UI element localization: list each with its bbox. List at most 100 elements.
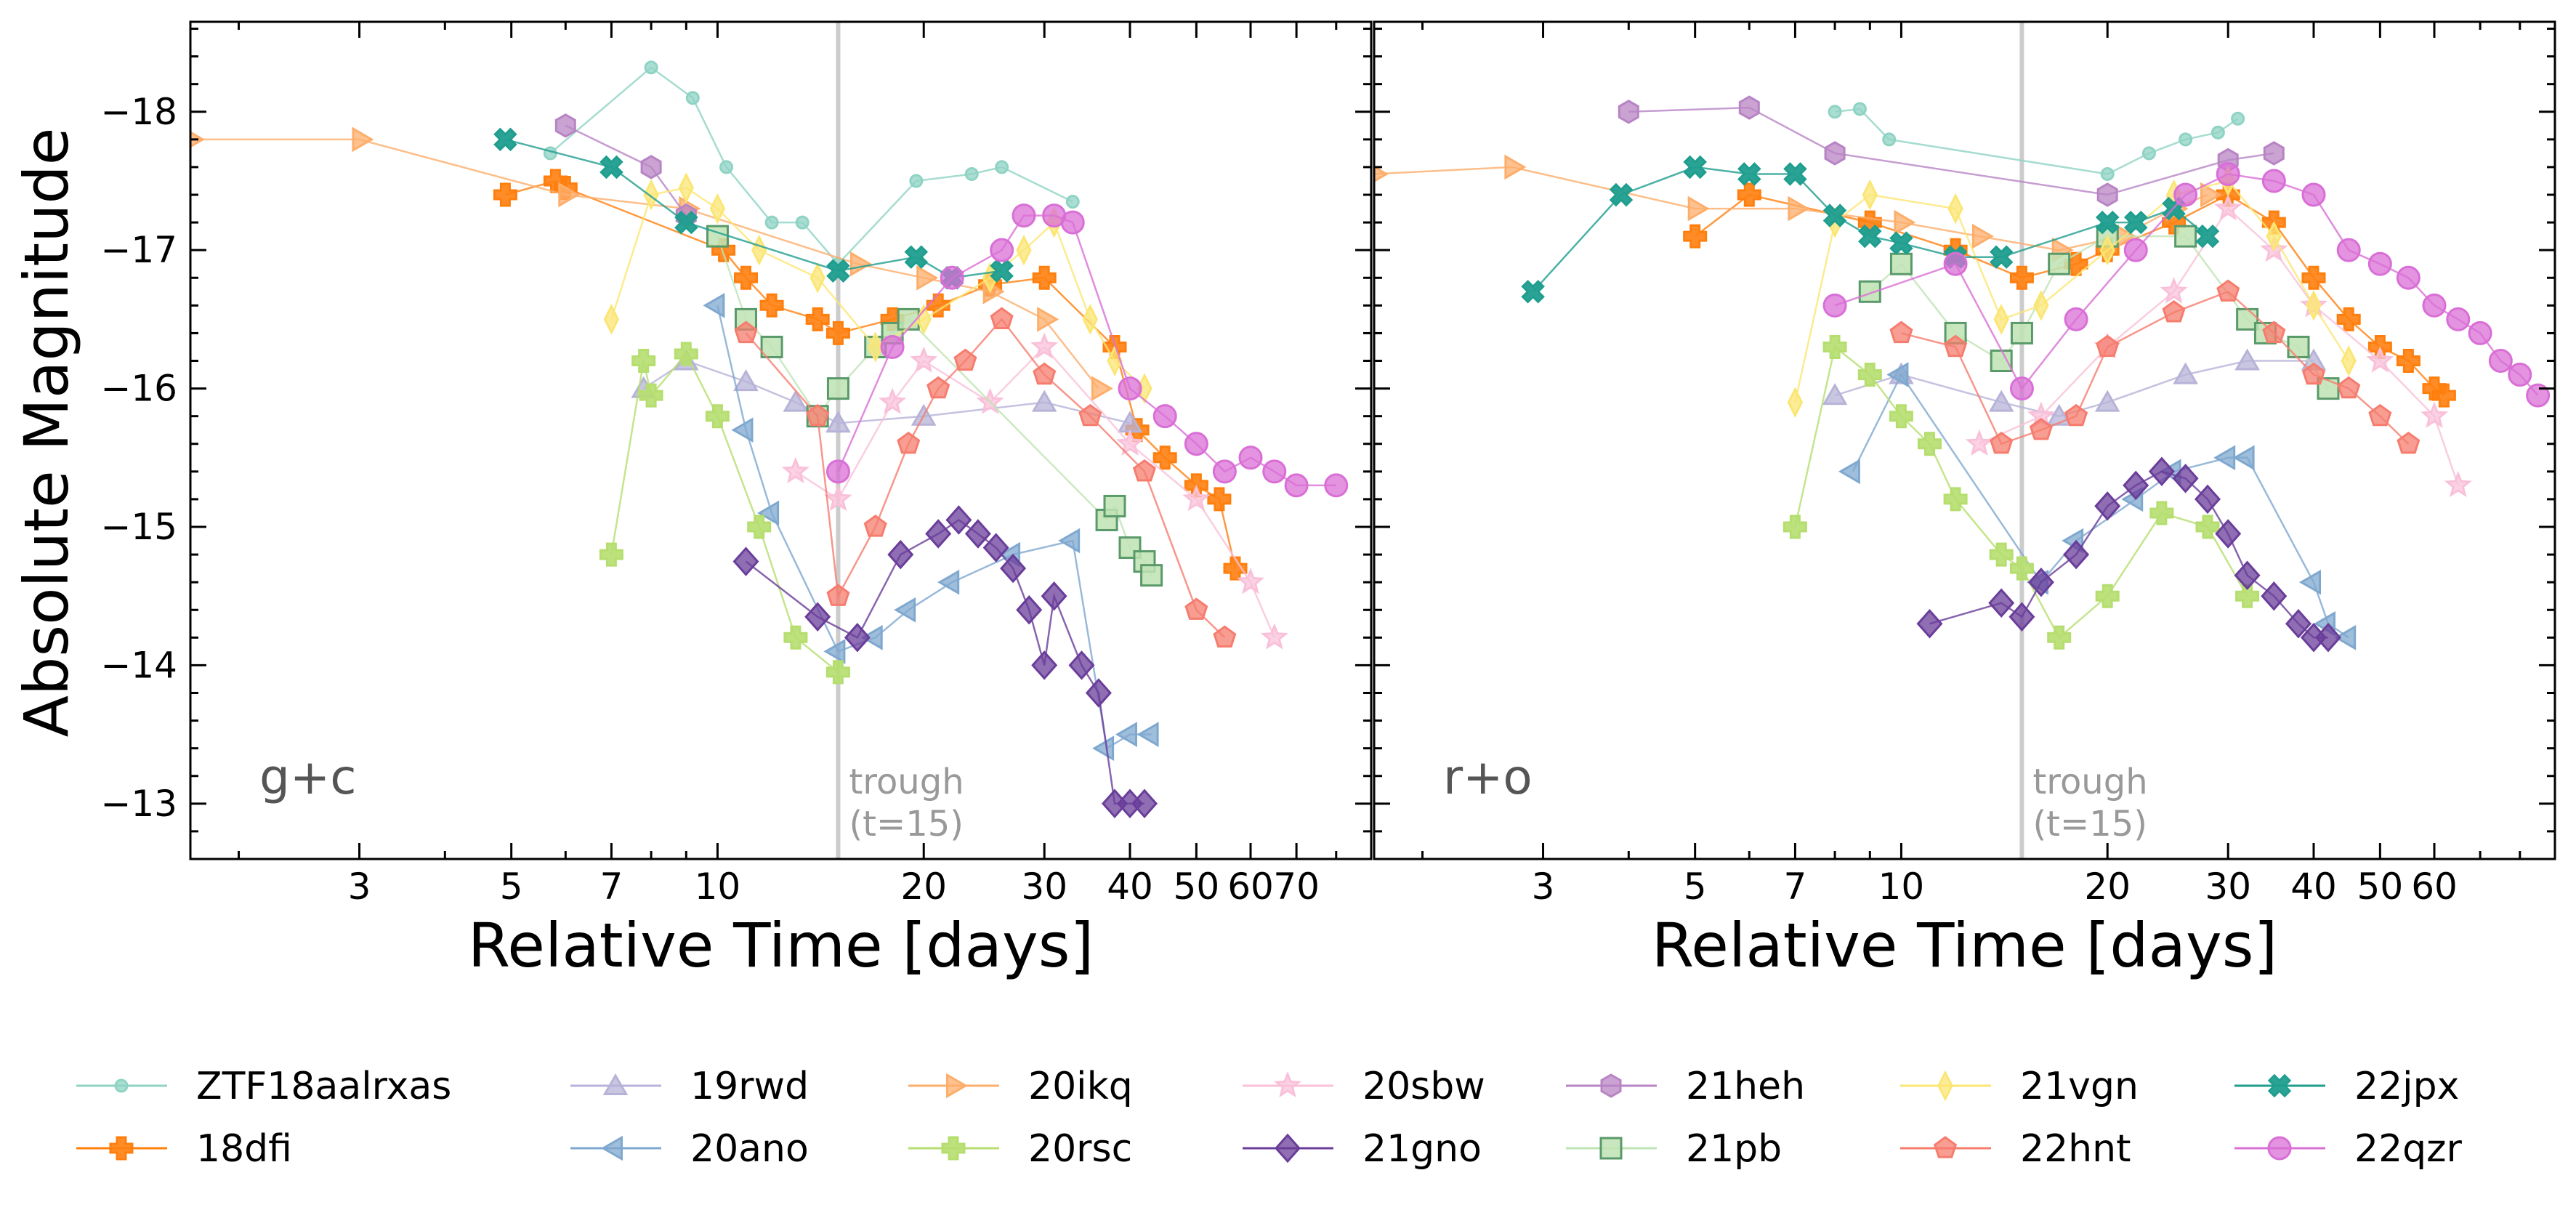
point-18dfi [2336,307,2361,331]
point-21gno [2123,470,2149,501]
point-22qzr [2468,320,2492,345]
legend-marker [1933,1136,1958,1158]
point-22qzr [2301,182,2326,207]
point-20rsc [2047,625,2072,650]
point-21heh [2263,141,2285,166]
point-21heh [1824,141,1846,166]
trough-label: (t=15) [849,804,964,844]
point-21gno [2314,623,2342,653]
legend-marker [2267,1136,2292,1161]
point-20rsc [2235,584,2260,608]
point-21pb [2048,252,2071,275]
point-22jpx [1609,182,1634,207]
series-layer [1374,95,2551,653]
legend-label: 20sbw [1362,1065,1485,1108]
point-21pb [2010,321,2033,344]
point-ZTF18aalrxas [644,60,658,75]
legend-marker [1600,1073,1622,1098]
panel-g+c: −18 −17 −16 −15 −14 −13 3 5 7 10 20 30 40 50 60 70 Relat… [100,20,1373,981]
legend-entry-19rwd: 19rwd [570,1065,809,1108]
point-20sbw [910,346,938,373]
axes-frame [189,20,1373,860]
point-20rsc [2095,584,2120,608]
y-tick-label: −17 [100,229,177,271]
point-21vgn [1787,387,1804,418]
point-21vgn [643,179,659,211]
point-21gno [844,623,871,653]
point-21pb [706,225,729,248]
point-21gno [1916,609,1943,639]
point-22qzr [2396,265,2420,290]
legend-label: 21pb [1686,1127,1782,1171]
point-22hnt [863,515,887,537]
point-21heh [554,113,576,138]
series-ZTF18aalrxas [1828,102,2245,181]
x-tick-label: 3 [348,866,371,908]
point-20ikq [849,251,872,277]
legend-entry-22jpx: 22jpx [2234,1065,2459,1108]
point-22hnt [734,320,758,344]
point-22qzr [1118,376,1142,401]
y-tick-label: −16 [100,368,177,410]
point-20sbw [1260,623,1288,650]
point-21gno [1031,650,1058,680]
series-20ano [703,293,1159,761]
point-ZTF18aalrxas [1852,102,1867,116]
point-21gno [1041,581,1067,611]
point-21gno [2285,609,2312,639]
point-ZTF18aalrxas [795,215,809,230]
point-22hnt [2262,320,2286,344]
point-22hnt [953,348,977,371]
point-ZTF18aalrxas [995,160,1009,174]
point-22qzr [2526,383,2551,408]
point-21gno [2148,456,2175,487]
point-21pb [760,335,783,358]
point-18dfi [805,307,830,331]
point-22jpx [1737,162,1761,186]
x-axis-label: Relative Time [days] [468,910,1094,981]
y-tick-label: −14 [100,644,177,686]
point-20ano [1136,722,1159,748]
point-20ikq [1091,376,1113,401]
x-tick-label: 30 [1021,866,1067,908]
x-tick-label: 40 [2290,866,2337,908]
point-21gno [1085,678,1112,708]
point-21heh [1738,95,1760,120]
point-20sbw [824,484,852,512]
series-21pb [706,225,1163,587]
point-21vgn [1862,179,1878,211]
point-22hnt [1132,459,1156,482]
point-19rwd [1031,390,1057,412]
point-20rsc [1857,363,1882,387]
point-22qzr [2064,307,2088,331]
trough-label: (t=15) [2032,804,2147,844]
point-22qzr [1060,210,1085,235]
point-ZTF18aalrxas [2179,132,2193,147]
point-20rsc [2195,515,2220,539]
x-tick-label: 3 [1532,866,1555,908]
point-22qzr [2173,182,2198,207]
x-tick-label: 20 [900,866,947,908]
point-20rsc [783,625,808,650]
point-ZTF18aalrxas [764,215,779,230]
legend-label: 19rwd [690,1065,809,1108]
point-20ano [731,417,754,443]
series-line-21vgn [1794,180,2350,403]
point-20rsc [1782,515,1807,539]
point-19rwd [2094,390,2120,412]
trough-label: trough [849,762,964,802]
point-22hnt [897,431,921,454]
point-20ikq [1504,154,1527,180]
point-22hnt [1944,334,1968,358]
x-tick-label: 60 [2411,866,2458,908]
legend-entry-ZTF18aalrxas: ZTF18aalrxas [76,1065,451,1108]
legend-label: 21heh [1686,1065,1805,1108]
point-20sbw [1182,484,1211,512]
legend-marker [114,1078,129,1093]
point-21gno [2215,519,2242,549]
point-21pb [1140,564,1163,587]
point-20rsc [639,383,663,408]
series-line-20sbw [1979,207,2459,486]
series-20rsc [599,342,850,685]
